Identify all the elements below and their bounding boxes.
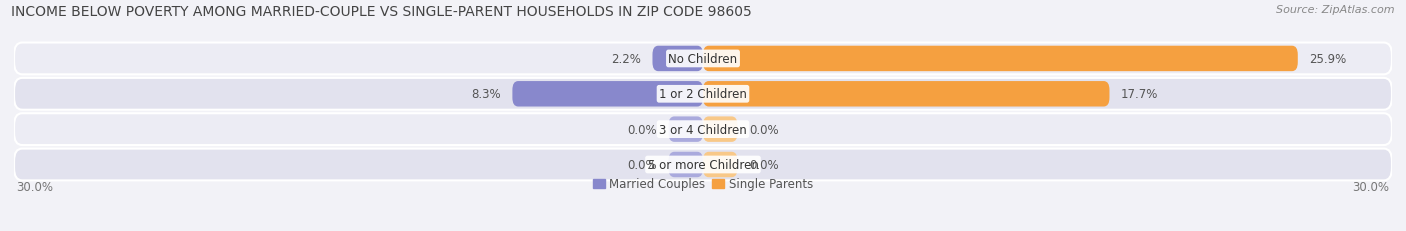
FancyBboxPatch shape [14,114,1392,146]
Text: 25.9%: 25.9% [1309,53,1347,66]
Text: 0.0%: 0.0% [627,123,657,136]
FancyBboxPatch shape [14,149,1392,181]
FancyBboxPatch shape [703,46,1298,72]
FancyBboxPatch shape [14,43,1392,75]
Text: 8.3%: 8.3% [471,88,501,101]
Text: 0.0%: 0.0% [627,158,657,171]
FancyBboxPatch shape [652,46,703,72]
Text: 3 or 4 Children: 3 or 4 Children [659,123,747,136]
FancyBboxPatch shape [669,152,703,177]
Text: 17.7%: 17.7% [1121,88,1159,101]
FancyBboxPatch shape [14,79,1392,110]
Text: 1 or 2 Children: 1 or 2 Children [659,88,747,101]
FancyBboxPatch shape [669,117,703,142]
Text: No Children: No Children [668,53,738,66]
Text: 2.2%: 2.2% [612,53,641,66]
Legend: Married Couples, Single Parents: Married Couples, Single Parents [588,173,818,195]
FancyBboxPatch shape [703,82,1109,107]
Text: 30.0%: 30.0% [1353,180,1389,193]
Text: 5 or more Children: 5 or more Children [648,158,758,171]
Text: INCOME BELOW POVERTY AMONG MARRIED-COUPLE VS SINGLE-PARENT HOUSEHOLDS IN ZIP COD: INCOME BELOW POVERTY AMONG MARRIED-COUPL… [11,5,752,18]
FancyBboxPatch shape [703,152,738,177]
Text: Source: ZipAtlas.com: Source: ZipAtlas.com [1277,5,1395,15]
Text: 30.0%: 30.0% [17,180,53,193]
FancyBboxPatch shape [512,82,703,107]
FancyBboxPatch shape [703,117,738,142]
Text: 0.0%: 0.0% [749,158,779,171]
Text: 0.0%: 0.0% [749,123,779,136]
